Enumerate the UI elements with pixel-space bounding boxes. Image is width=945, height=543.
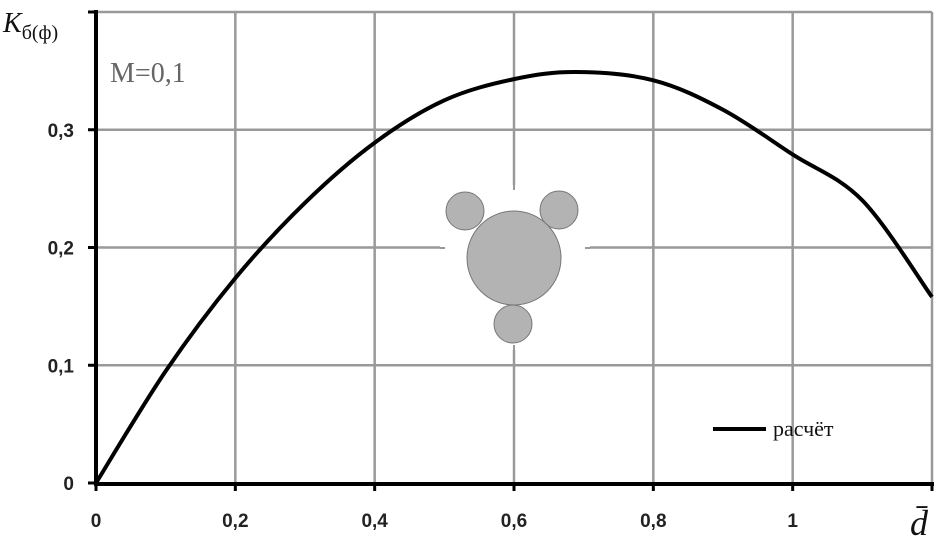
y-tick-label: 0,3 [48, 121, 74, 142]
inset-molecule-icon [440, 185, 590, 350]
legend-label: расчёт [773, 416, 834, 441]
x-tick-label: 0 [91, 511, 102, 532]
x-tick-label: 0,2 [222, 511, 248, 532]
series-line-raschet [94, 70, 934, 485]
x-tick-label: 0,8 [640, 511, 666, 532]
x-tick-label: 0,4 [361, 511, 388, 532]
annotation-mach: M=0,1 [110, 58, 186, 89]
x-tick-label: 1 [787, 511, 798, 532]
x-axis-label: d̄ [910, 503, 929, 543]
grid [96, 10, 934, 483]
y-axis-label: Kб(ф) [2, 8, 58, 44]
legend: расчёт [713, 416, 834, 441]
x-tick-label: 0,6 [501, 511, 527, 532]
y-tick-label: 0 [63, 474, 74, 495]
y-tick-label: 0,1 [48, 356, 75, 377]
y-axis-label-subscript: б(ф) [22, 22, 58, 44]
y-tick-label: 0,2 [48, 239, 74, 260]
